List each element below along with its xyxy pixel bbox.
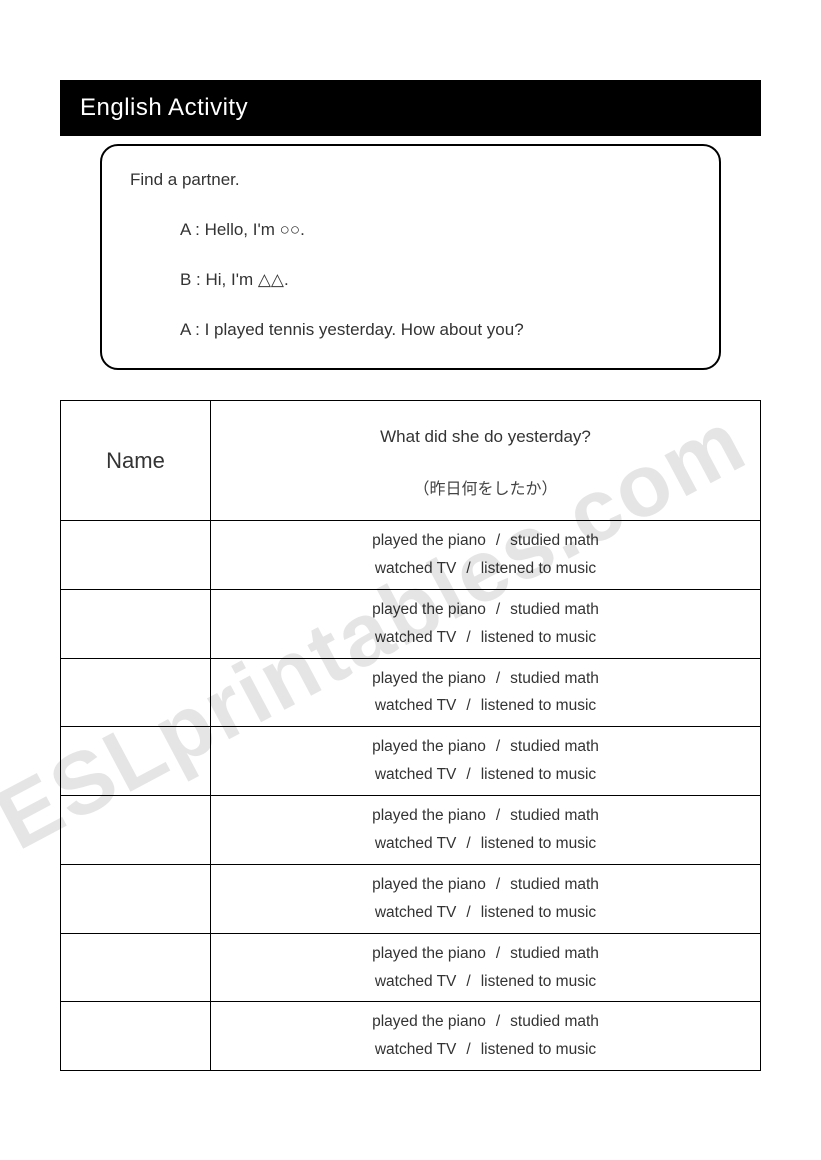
options-cell: played the piano / studied math watched TV /…: [211, 589, 761, 658]
name-cell[interactable]: [61, 727, 211, 796]
name-header: Name: [61, 401, 211, 521]
options-cell: played the piano / studied math watched TV /…: [211, 727, 761, 796]
separator: /: [466, 624, 470, 652]
option-a: played the piano: [372, 807, 486, 824]
option-a: played the piano: [372, 1013, 486, 1030]
option-d: listened to music: [481, 697, 596, 714]
name-cell[interactable]: [61, 521, 211, 590]
option-b: studied math: [510, 807, 599, 824]
option-c: watched TV: [375, 904, 457, 921]
table-row: played the piano / studied math watched TV /…: [61, 796, 761, 865]
name-cell[interactable]: [61, 589, 211, 658]
activity-table: Name What did she do yesterday? （昨日何をしたか…: [60, 400, 761, 1071]
option-c: watched TV: [375, 629, 457, 646]
option-a: played the piano: [372, 876, 486, 893]
separator: /: [496, 1008, 500, 1036]
option-c: watched TV: [375, 1041, 457, 1058]
option-d: listened to music: [481, 973, 596, 990]
question-header: What did she do yesterday? （昨日何をしたか）: [211, 401, 761, 521]
dialogue-line-a1: A : Hello, I'm ○○.: [130, 220, 691, 240]
title-text: English Activity: [80, 94, 248, 121]
separator: /: [466, 555, 470, 583]
separator: /: [496, 733, 500, 761]
dialogue-box: Find a partner. A : Hello, I'm ○○. B : H…: [100, 144, 721, 370]
option-b: studied math: [510, 945, 599, 962]
worksheet-page: English Activity Find a partner. A : Hel…: [0, 0, 821, 1111]
separator: /: [466, 692, 470, 720]
option-c: watched TV: [375, 835, 457, 852]
options-cell: played the piano / studied math watched TV /…: [211, 1002, 761, 1071]
option-a: played the piano: [372, 670, 486, 687]
separator: /: [496, 871, 500, 899]
option-d: listened to music: [481, 766, 596, 783]
dialogue-line-b: B : Hi, I'm △△.: [130, 270, 691, 290]
options-cell: played the piano / studied math watched TV /…: [211, 933, 761, 1002]
option-b: studied math: [510, 670, 599, 687]
option-a: played the piano: [372, 601, 486, 618]
option-a: played the piano: [372, 532, 486, 549]
option-b: studied math: [510, 738, 599, 755]
name-cell[interactable]: [61, 864, 211, 933]
separator: /: [466, 761, 470, 789]
option-b: studied math: [510, 601, 599, 618]
option-d: listened to music: [481, 904, 596, 921]
option-c: watched TV: [375, 766, 457, 783]
table-header-row: Name What did she do yesterday? （昨日何をしたか…: [61, 401, 761, 521]
separator: /: [466, 830, 470, 858]
name-cell[interactable]: [61, 658, 211, 727]
title-bar: English Activity: [60, 80, 761, 136]
separator: /: [496, 940, 500, 968]
options-cell: played the piano / studied math watched TV /…: [211, 521, 761, 590]
option-a: played the piano: [372, 738, 486, 755]
table-row: played the piano / studied math watched TV /…: [61, 658, 761, 727]
activity-table-body: played the piano / studied math watched TV /…: [61, 521, 761, 1071]
separator: /: [496, 665, 500, 693]
table-row: played the piano / studied math watched TV /…: [61, 1002, 761, 1071]
name-cell[interactable]: [61, 796, 211, 865]
separator: /: [496, 527, 500, 555]
option-c: watched TV: [375, 560, 457, 577]
option-a: played the piano: [372, 945, 486, 962]
option-c: watched TV: [375, 697, 457, 714]
table-row: played the piano / studied math watched TV /…: [61, 521, 761, 590]
name-cell[interactable]: [61, 933, 211, 1002]
name-cell[interactable]: [61, 1002, 211, 1071]
question-header-text: What did she do yesterday?: [380, 427, 591, 446]
table-row: played the piano / studied math watched TV /…: [61, 727, 761, 796]
option-b: studied math: [510, 532, 599, 549]
option-b: studied math: [510, 1013, 599, 1030]
dialogue-line-a2: A : I played tennis yesterday. How about…: [130, 320, 691, 340]
question-sub-jp: （昨日何をしたか）: [215, 475, 756, 499]
separator: /: [466, 899, 470, 927]
separator: /: [466, 968, 470, 996]
option-d: listened to music: [481, 560, 596, 577]
separator: /: [496, 596, 500, 624]
option-c: watched TV: [375, 973, 457, 990]
options-cell: played the piano / studied math watched TV /…: [211, 796, 761, 865]
dialogue-instruction: Find a partner.: [130, 170, 691, 190]
separator: /: [466, 1036, 470, 1064]
table-row: played the piano / studied math watched TV /…: [61, 933, 761, 1002]
options-cell: played the piano / studied math watched TV /…: [211, 864, 761, 933]
option-d: listened to music: [481, 835, 596, 852]
option-b: studied math: [510, 876, 599, 893]
table-row: played the piano / studied math watched TV /…: [61, 864, 761, 933]
option-d: listened to music: [481, 1041, 596, 1058]
option-d: listened to music: [481, 629, 596, 646]
table-row: played the piano / studied math watched TV /…: [61, 589, 761, 658]
options-cell: played the piano / studied math watched TV /…: [211, 658, 761, 727]
separator: /: [496, 802, 500, 830]
